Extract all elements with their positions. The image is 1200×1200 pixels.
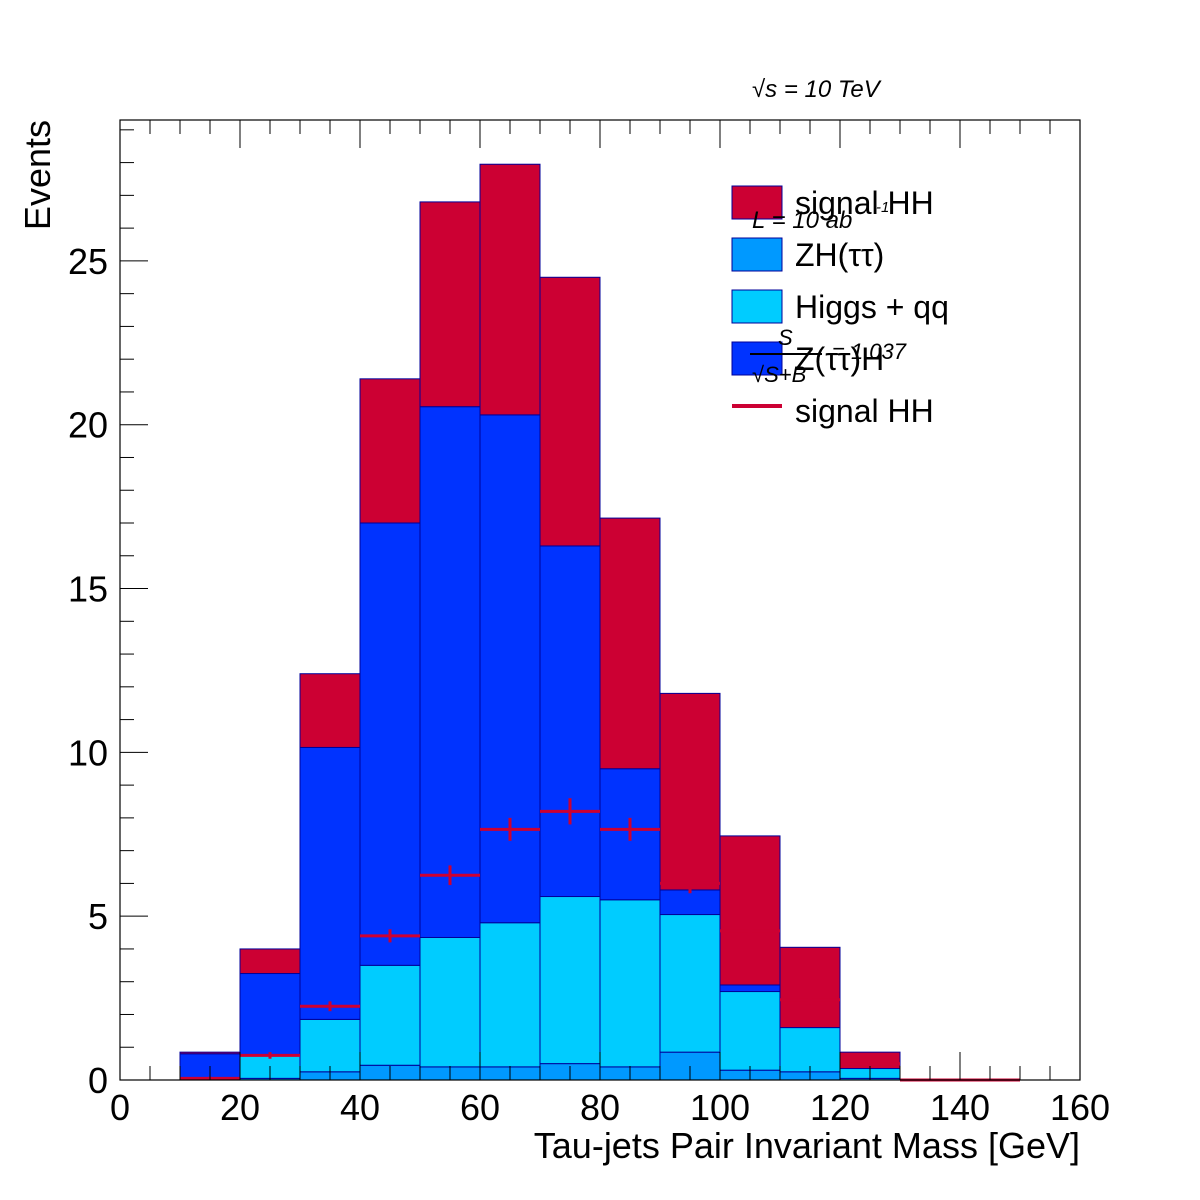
bar-signal-hh-bin-3 — [299, 673, 361, 748]
legend-label-0: signal HH — [795, 185, 934, 221]
x-tick-label: 20 — [220, 1087, 260, 1128]
bar-higgs-qq-bin-8 — [599, 899, 661, 1068]
bar-signal-hh-bin-2 — [239, 948, 301, 975]
legend-label-1: ZH(ττ) — [795, 237, 884, 273]
bar-signal-hh-bin-11 — [779, 946, 841, 1029]
bar-higgs-qq-bin-10 — [719, 991, 781, 1071]
significance-value: = 1.037 — [832, 339, 907, 364]
legend-swatch-0 — [731, 185, 783, 220]
legend-swatch-1 — [731, 237, 783, 272]
x-tick-label: 140 — [930, 1087, 990, 1128]
x-axis-label: Tau-jets Pair Invariant Mass [GeV] — [534, 1125, 1080, 1166]
bar-signal-hh-bin-6 — [479, 163, 541, 416]
bar-signal-hh-bin-9 — [659, 692, 721, 891]
bar-z-h-bin-5 — [419, 406, 481, 938]
y-tick-label: 5 — [88, 896, 108, 937]
x-tick-label: 160 — [1050, 1087, 1110, 1128]
legend-label-4: signal HH — [795, 393, 934, 429]
bar-z-h-bin-7 — [539, 545, 601, 898]
stacked-bars — [179, 163, 901, 1081]
y-axis-ticks: 0 5 10 15 20 25 — [68, 129, 148, 1101]
bar-z-h-bin-2 — [239, 973, 301, 1056]
bar-signal-hh-bin-4 — [359, 378, 421, 524]
x-tick-label: 80 — [580, 1087, 620, 1128]
bar-signal-hh-bin-1 — [179, 1051, 241, 1055]
bar-higgs-qq-bin-3 — [299, 1018, 361, 1073]
legend-label-3: Z(ττ)H — [795, 341, 884, 377]
bar-higgs-qq-bin-9 — [659, 914, 721, 1053]
y-axis-label: Events — [17, 120, 58, 230]
x-axis-ticks: 0 20 40 60 80 100 120 140 160 — [110, 120, 1110, 1128]
bar-z-h-bin-10 — [719, 984, 781, 993]
bar-z-h-bin-3 — [299, 746, 361, 1020]
bar-higgs-qq-bin-5 — [419, 936, 481, 1068]
bar-higgs-qq-bin-11 — [779, 1027, 841, 1073]
x-tick-label: 100 — [690, 1087, 750, 1128]
y-tick-label: 0 — [88, 1060, 108, 1101]
energy-annotation: √s = 10 TeV — [752, 76, 882, 103]
x-tick-label: 0 — [110, 1087, 130, 1128]
bar-higgs-qq-bin-7 — [539, 896, 601, 1065]
bar-higgs-qq-bin-4 — [359, 964, 421, 1066]
y-tick-label: 20 — [68, 405, 108, 446]
significance-denominator: √S+B — [752, 362, 806, 387]
bar-signal-hh-bin-10 — [719, 835, 781, 986]
bar-signal-hh-bin-5 — [419, 201, 481, 408]
legend-label-2: Higgs + qq — [795, 289, 949, 325]
x-tick-label: 40 — [340, 1087, 380, 1128]
bar-z-h-bin-6 — [479, 414, 541, 924]
bar-signal-hh-bin-7 — [539, 276, 601, 547]
luminosity-annotation: L = 10 ab — [752, 207, 852, 234]
y-tick-label: 10 — [68, 732, 108, 773]
bar-higgs-qq-bin-6 — [479, 922, 541, 1068]
bar-z-h-bin-4 — [359, 522, 421, 966]
y-tick-label: 15 — [68, 569, 108, 610]
luminosity-exponent: -1 — [876, 199, 889, 216]
legend: signal HH ZH(ττ) Higgs + qq Z(ττ)H signal HH — [731, 185, 949, 429]
legend-swatch-3 — [731, 341, 783, 376]
x-tick-label: 60 — [460, 1087, 500, 1128]
legend-swatch-2 — [731, 289, 783, 324]
bar-z-h-bin-9 — [659, 889, 721, 916]
significance-numerator: S — [778, 325, 793, 350]
y-tick-label: 25 — [68, 241, 108, 282]
x-tick-label: 120 — [810, 1087, 870, 1128]
bar-signal-hh-bin-8 — [599, 517, 661, 770]
